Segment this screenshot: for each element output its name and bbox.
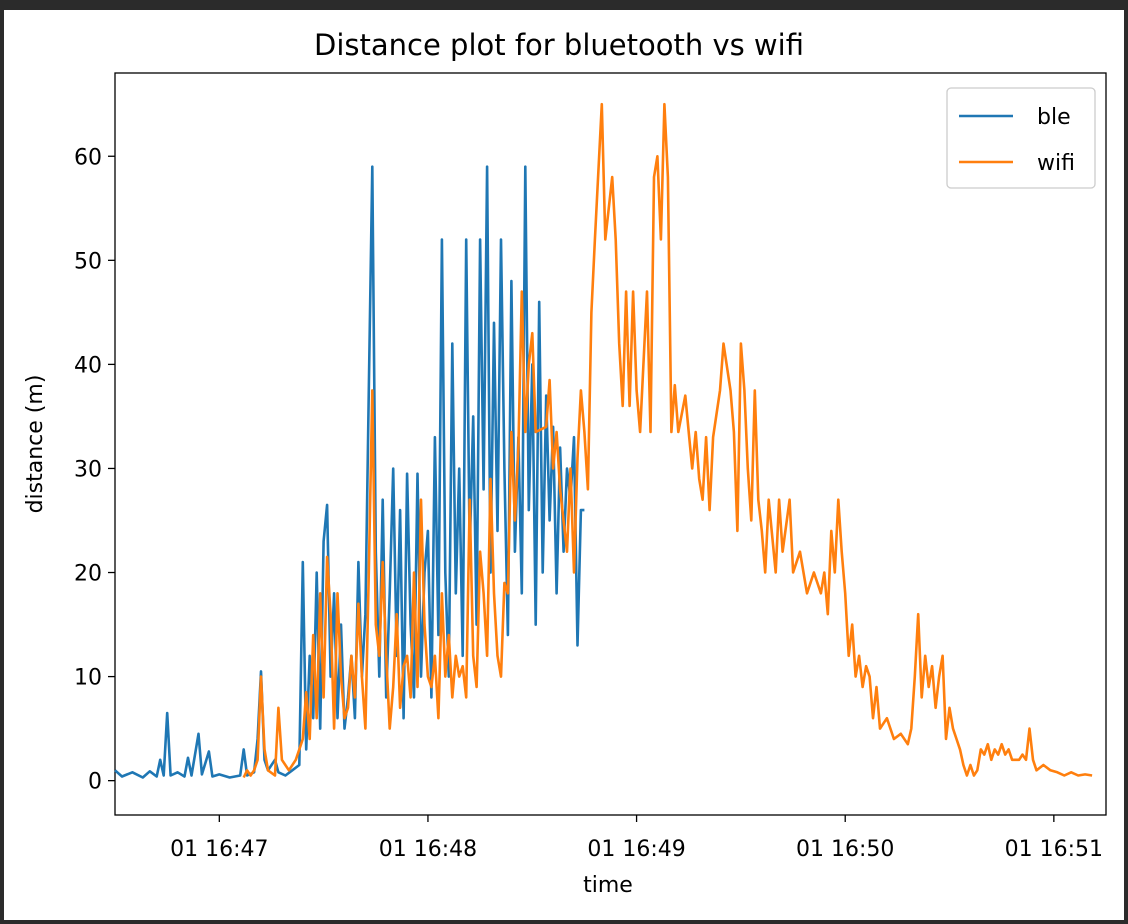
x-axis-label: time [583, 873, 633, 898]
y-tick-label: 60 [74, 145, 102, 170]
y-tick-label: 0 [88, 770, 102, 795]
x-tick-label: 01 16:48 [379, 837, 477, 862]
figure: Distance plot for bluetooth vs wifi 01 1… [4, 10, 1124, 920]
x-tick-label: 01 16:50 [796, 837, 894, 862]
y-axis: 0 10 20 30 40 50 60 [74, 145, 115, 795]
x-axis: 01 16:47 01 16:48 01 16:49 01 16:50 01 16:51 [170, 815, 1103, 862]
x-tick-label: 01 16:51 [1005, 837, 1103, 862]
legend-label-wifi: wifi [1037, 151, 1075, 176]
x-tick-label: 01 16:49 [587, 837, 685, 862]
y-axis-label: distance (m) [23, 375, 48, 514]
y-tick-label: 20 [74, 562, 102, 587]
legend: ble wifi [946, 87, 1096, 189]
y-tick-label: 30 [74, 457, 102, 482]
y-tick-label: 50 [74, 249, 102, 274]
chart-title: Distance plot for bluetooth vs wifi [314, 28, 804, 62]
chart: Distance plot for bluetooth vs wifi 01 1… [23, 28, 1107, 898]
y-tick-label: 40 [74, 353, 102, 378]
y-tick-label: 10 [74, 666, 102, 691]
series-line-wifi [242, 102, 1093, 779]
legend-label-ble: ble [1037, 105, 1071, 130]
x-tick-label: 01 16:47 [170, 837, 268, 862]
plot-lines [114, 102, 1093, 779]
